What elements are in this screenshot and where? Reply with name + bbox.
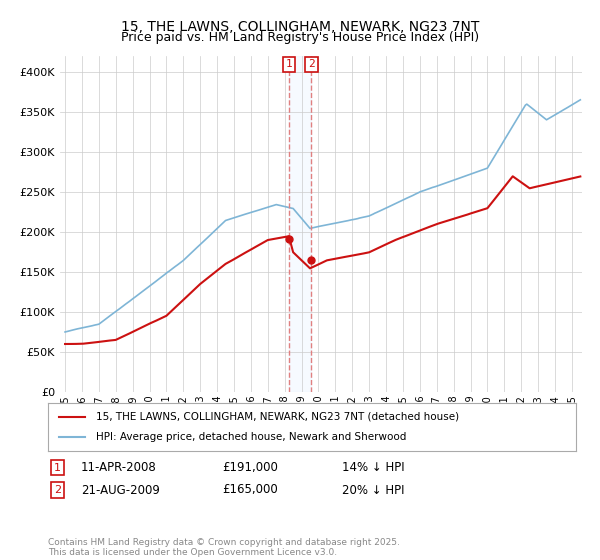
Text: 15, THE LAWNS, COLLINGHAM, NEWARK, NG23 7NT (detached house): 15, THE LAWNS, COLLINGHAM, NEWARK, NG23 … (95, 412, 458, 422)
Bar (289, 56, 311, 392)
Text: 2: 2 (308, 59, 315, 69)
Text: 11-APR-2008: 11-APR-2008 (81, 461, 157, 474)
Text: 1: 1 (286, 59, 292, 69)
Text: HPI: Average price, detached house, Newark and Sherwood: HPI: Average price, detached house, Newa… (95, 432, 406, 442)
Text: £191,000: £191,000 (222, 461, 278, 474)
Text: 15, THE LAWNS, COLLINGHAM, NEWARK, NG23 7NT: 15, THE LAWNS, COLLINGHAM, NEWARK, NG23 … (121, 20, 479, 34)
Text: Contains HM Land Registry data © Crown copyright and database right 2025.
This d: Contains HM Land Registry data © Crown c… (48, 538, 400, 557)
Text: 14% ↓ HPI: 14% ↓ HPI (342, 461, 404, 474)
Text: 21-AUG-2009: 21-AUG-2009 (81, 483, 160, 497)
Text: 1: 1 (54, 463, 61, 473)
Text: Price paid vs. HM Land Registry's House Price Index (HPI): Price paid vs. HM Land Registry's House … (121, 31, 479, 44)
Text: 2: 2 (54, 485, 61, 495)
Text: 20% ↓ HPI: 20% ↓ HPI (342, 483, 404, 497)
Text: £165,000: £165,000 (222, 483, 278, 497)
